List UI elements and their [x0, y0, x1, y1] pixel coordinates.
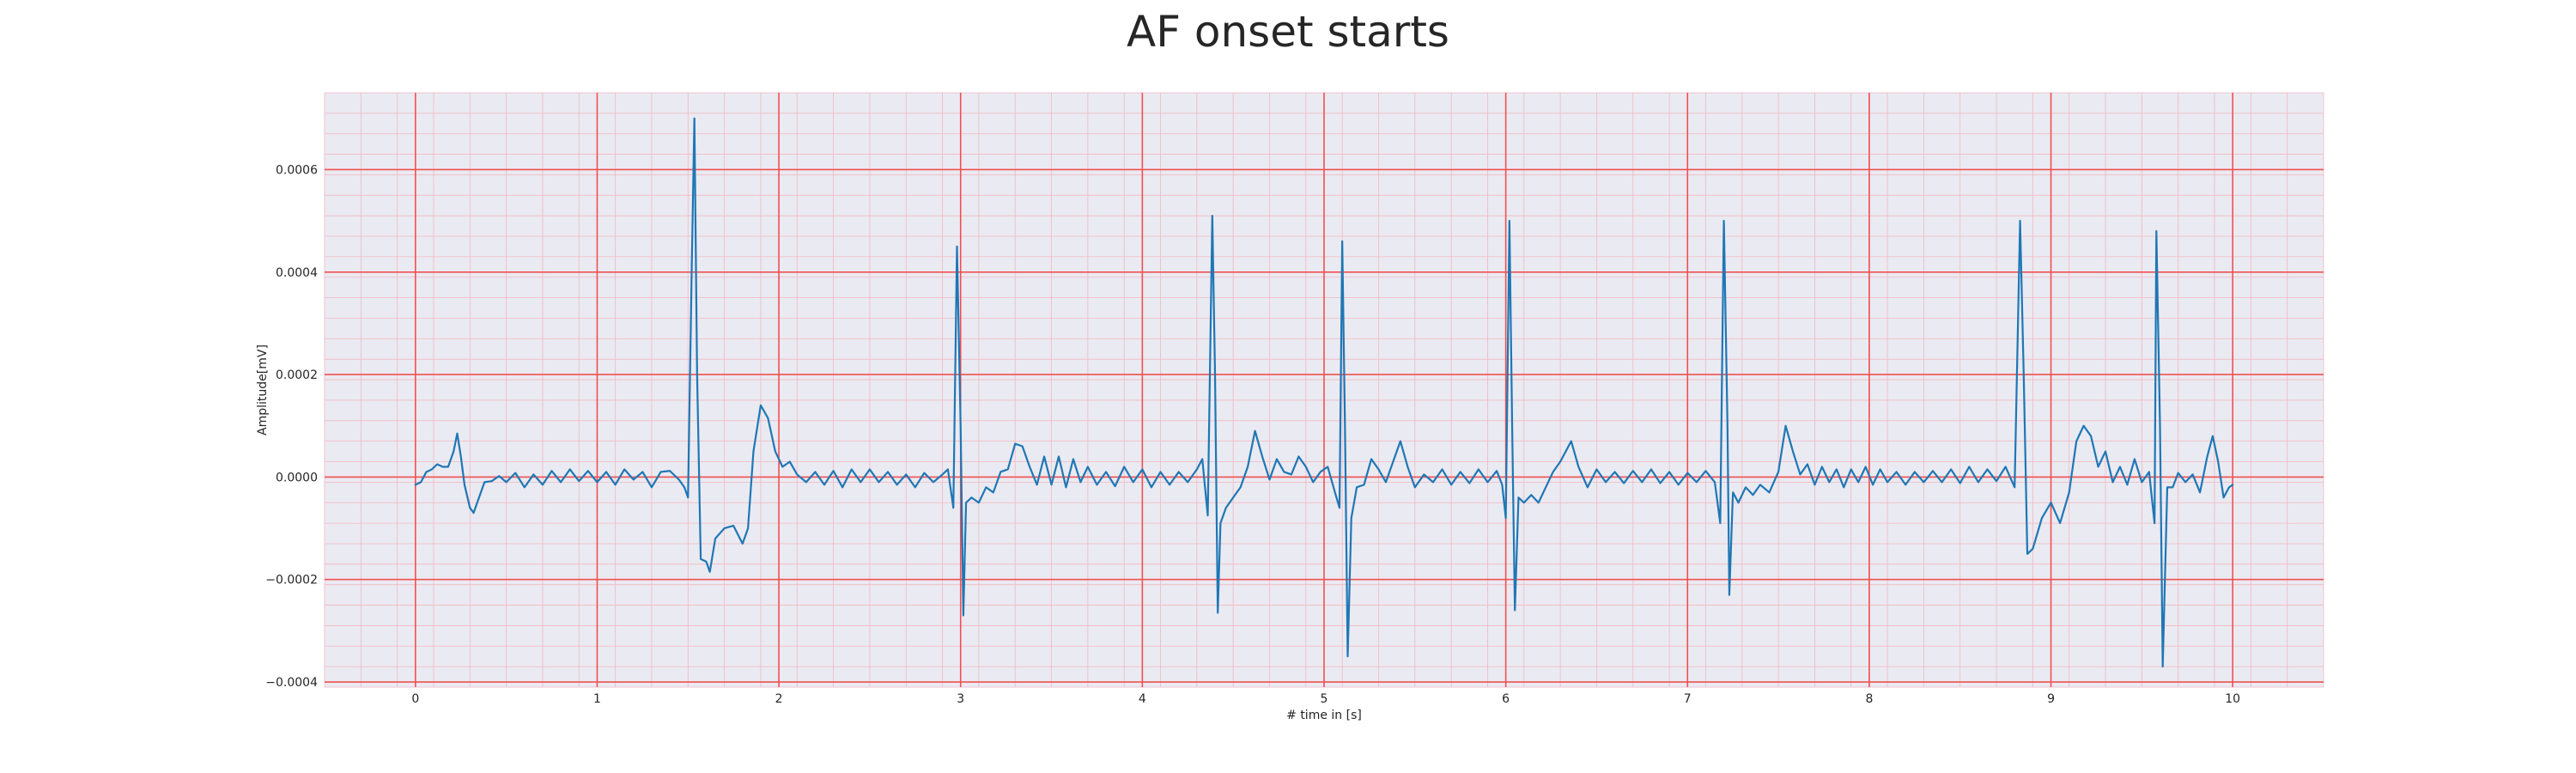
y-tick-labels: −0.0004 −0.0002 0.0000 0.0002 0.0004 0.0006	[265, 163, 318, 690]
x-tick-label: 10	[2225, 692, 2240, 706]
y-tick-label: 0.0004	[276, 266, 318, 280]
ecg-series-line	[414, 117, 2234, 668]
y-tick-label: 0.0006	[276, 163, 318, 177]
x-tick-label: 7	[1684, 692, 1692, 706]
x-tick-label: 8	[1865, 692, 1873, 706]
y-tick-label: −0.0002	[265, 574, 318, 587]
x-tick-label: 9	[2047, 692, 2055, 706]
x-tick-label: 3	[957, 692, 964, 706]
x-tick-label: 4	[1139, 692, 1146, 706]
y-tick-label: 0.0002	[276, 368, 318, 382]
x-tick-label: 5	[1321, 692, 1328, 706]
x-tick-label: 2	[775, 692, 783, 706]
y-axis-label: Amplitude[mV]	[256, 344, 270, 435]
y-tick-label: −0.0004	[265, 676, 318, 690]
x-tick-label: 1	[593, 692, 601, 706]
x-axis-label: # time in [s]	[1286, 709, 1362, 722]
x-tick-label: 6	[1502, 692, 1510, 706]
x-tick-label: 0	[411, 692, 419, 706]
x-tick-labels: 0 1 2 3 4 5 6 7 8 9 10	[411, 692, 2240, 706]
chart-title: AF onset starts	[1127, 7, 1449, 57]
y-tick-label: 0.0000	[276, 471, 318, 484]
